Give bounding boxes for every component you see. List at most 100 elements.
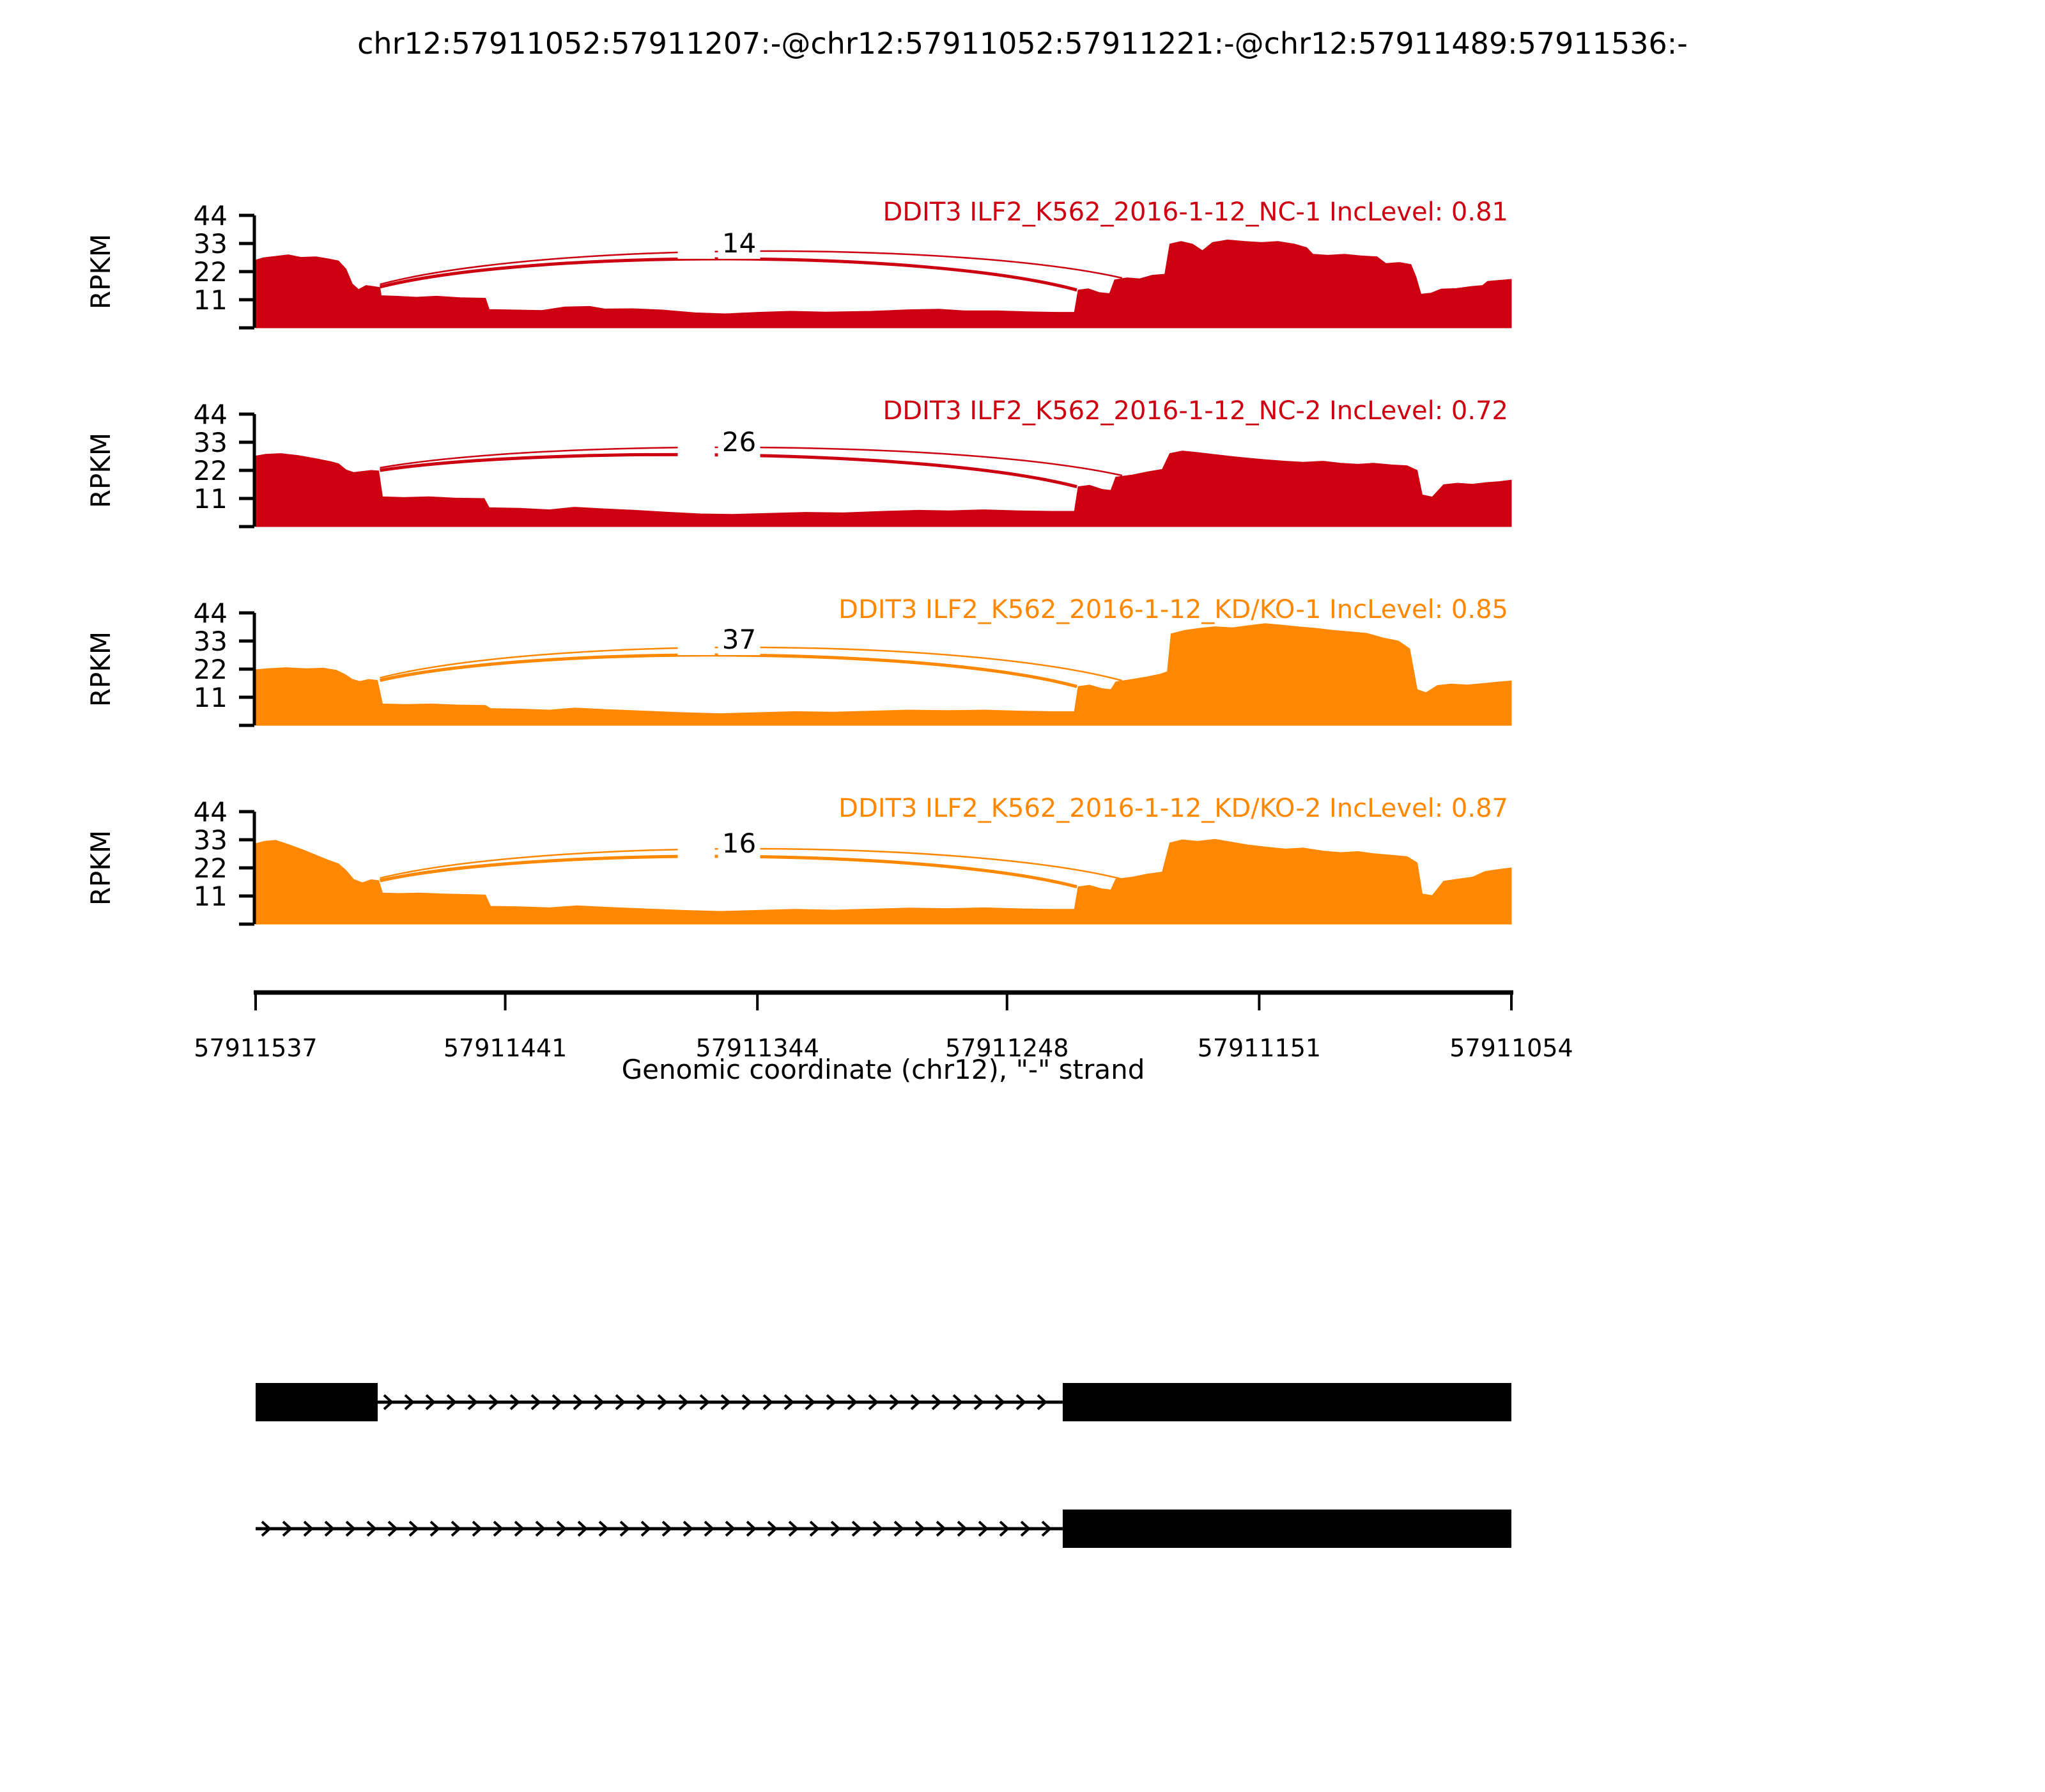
strand-arrow-icon: [936, 1520, 946, 1537]
y-tick-label: 44: [194, 598, 228, 629]
junction-count-hidden-bbox: [677, 624, 715, 655]
strand-arrow-icon: [704, 1520, 714, 1537]
strand-arrow-icon: [282, 1520, 293, 1537]
strand-arrow-icon: [683, 1520, 693, 1537]
strand-arrow-icon: [978, 1520, 989, 1537]
x-tick-label: 57911344: [695, 1034, 819, 1062]
strand-arrow-icon: [746, 1520, 757, 1537]
x-tick-label: 57911441: [444, 1034, 567, 1062]
strand-arrow-icon: [725, 1520, 736, 1537]
strand-arrow-icon: [1020, 1520, 1031, 1537]
strand-arrow-icon: [429, 1520, 440, 1537]
junction-arc: [379, 257, 1077, 292]
junction-count-hidden-bbox: [677, 828, 715, 859]
y-tick-label: 22: [194, 853, 228, 884]
strand-arrow-icon: [472, 1520, 482, 1537]
strand-arrow-icon: [678, 1394, 689, 1410]
coverage-area: [255, 838, 1512, 925]
x-tick-label: 57911151: [1198, 1034, 1321, 1062]
y-tick-label: 11: [194, 881, 228, 912]
strand-arrow-icon: [720, 1394, 731, 1410]
strand-arrow-icon: [788, 1520, 799, 1537]
track-label: DDIT3 ILF2_K562_2016-1-12_NC-2 IncLevel:…: [883, 396, 1508, 426]
strand-arrow-icon: [577, 1520, 588, 1537]
strand-arrow-icon: [535, 1520, 546, 1537]
y-tick-label: 11: [194, 483, 228, 514]
strand-arrow-icon: [488, 1394, 499, 1410]
y-axis-title: RPKM: [85, 433, 116, 508]
y-tick-label: 22: [194, 455, 228, 486]
x-tick-label: 57911248: [945, 1034, 1069, 1062]
junction-count-hidden-bbox: [677, 427, 715, 458]
strand-arrow-icon: [598, 1520, 609, 1537]
strand-arrow-icon: [973, 1394, 984, 1410]
strand-arrow-icon: [261, 1520, 272, 1537]
coverage-area: [255, 239, 1512, 328]
strand-arrow-icon: [366, 1520, 377, 1537]
strand-arrow-icon: [556, 1520, 567, 1537]
gene-model-2: [256, 1510, 1511, 1548]
strand-arrow-icon: [830, 1520, 841, 1537]
strand-arrow-icon: [868, 1394, 879, 1410]
junction-count-bbox: [718, 624, 760, 655]
junction-count-bbox: [718, 427, 760, 458]
y-tick-label: 11: [194, 284, 228, 316]
track-label: DDIT3 ILF2_K562_2016-1-12_NC-1 IncLevel:…: [883, 197, 1508, 227]
strand-arrow-icon: [999, 1520, 1010, 1537]
junction-count-label: 37: [722, 624, 756, 655]
x-axis-title: Genomic coordinate (chr12), "-" strand: [622, 1054, 1145, 1085]
strand-arrow-icon: [514, 1520, 525, 1537]
y-axis-title: RPKM: [85, 631, 116, 707]
y-tick-label: 33: [194, 626, 228, 657]
strand-arrow-icon: [889, 1394, 900, 1410]
junction-count-hidden-bbox: [677, 228, 715, 259]
strand-arrow-icon: [914, 1520, 925, 1537]
strand-arrow-icon: [404, 1394, 415, 1410]
y-tick-label: 44: [194, 399, 228, 430]
coverage-area: [255, 623, 1512, 726]
track-label: DDIT3 ILF2_K562_2016-1-12_KD/KO-1 IncLev…: [838, 595, 1508, 624]
junction-count-label: 16: [722, 828, 756, 859]
strand-arrow-icon: [573, 1394, 583, 1410]
y-tick-label: 33: [194, 427, 228, 458]
strand-arrow-icon: [345, 1520, 356, 1537]
strand-arrow-icon: [783, 1394, 794, 1410]
strand-arrow-icon: [1041, 1520, 1052, 1537]
gene-model-1: [256, 1383, 1511, 1421]
strand-arrow-icon: [910, 1394, 921, 1410]
plot-title: chr12:57911052:57911207:-@chr12:57911052…: [357, 26, 1688, 61]
junction-arc: [380, 452, 1077, 489]
junction-count-bbox: [718, 828, 760, 859]
strand-arrow-icon: [893, 1520, 904, 1537]
strand-arrow-icon: [640, 1520, 651, 1537]
x-axis: 57911537 57911441 57911344 57911248 57911151…: [194, 990, 1573, 1062]
strand-arrow-icon: [619, 1520, 630, 1537]
strand-arrow-icon: [809, 1520, 820, 1537]
strand-arrow-icon: [741, 1394, 752, 1410]
y-tick-label: 22: [194, 654, 228, 685]
strand-arrow-icon: [303, 1520, 314, 1537]
exon-box: [256, 1383, 378, 1421]
y-tick-label: 44: [194, 796, 228, 828]
strand-arrow-icon: [451, 1520, 461, 1537]
strand-arrow-icon: [530, 1394, 541, 1410]
y-tick-label: 33: [194, 228, 228, 259]
strand-arrow-icon: [657, 1394, 668, 1410]
exon-box: [1062, 1510, 1511, 1548]
strand-arrow-icon: [552, 1394, 562, 1410]
x-tick-label: 57911054: [1449, 1034, 1573, 1062]
strand-arrow-icon: [826, 1394, 837, 1410]
strand-arrow-icon: [387, 1520, 398, 1537]
strand-arrow-icon: [493, 1520, 504, 1537]
junction-count-label: 14: [722, 228, 756, 259]
strand-arrow-icon: [957, 1520, 968, 1537]
strand-arrow-icon: [872, 1520, 883, 1537]
strand-arrow-icon: [847, 1394, 858, 1410]
exon-box: [1062, 1383, 1511, 1421]
strand-arrow-icon: [805, 1394, 815, 1410]
y-tick-label: 44: [194, 200, 228, 231]
